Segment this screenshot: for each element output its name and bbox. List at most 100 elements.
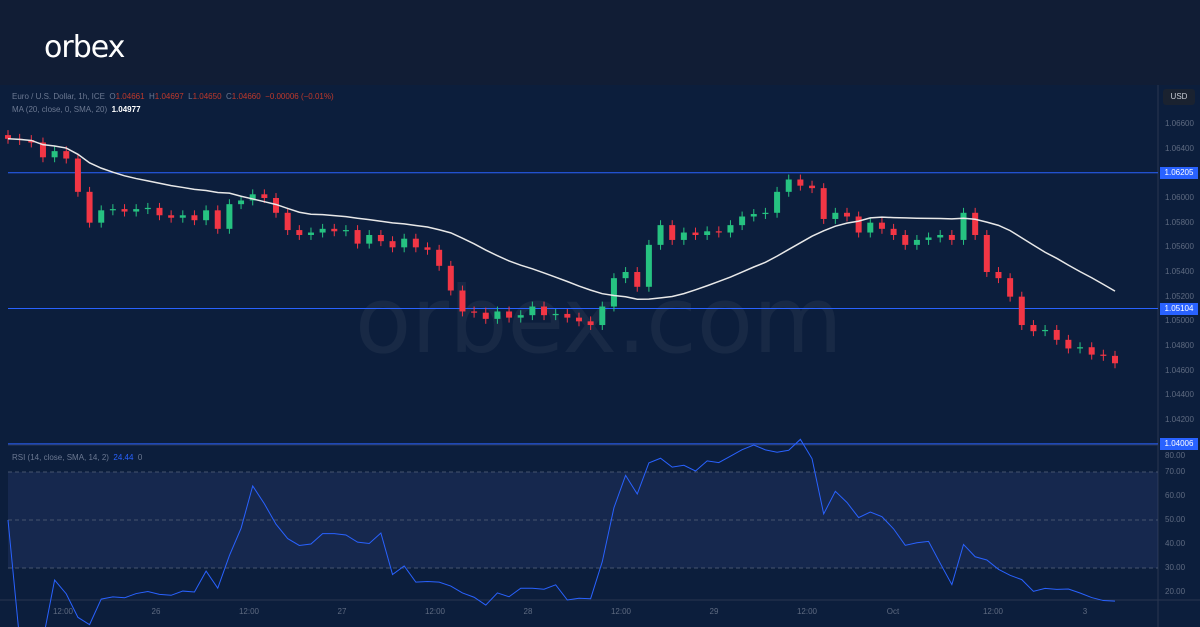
candle-down <box>273 197 280 213</box>
time-tick-label: 26 <box>151 607 161 616</box>
candle-up <box>774 191 781 213</box>
candle-down <box>156 207 163 216</box>
candle-down <box>983 234 990 272</box>
candle-down <box>261 194 268 198</box>
price-tick-label: 1.04600 <box>1165 365 1194 375</box>
candle-down <box>377 234 384 242</box>
candle-up <box>1042 329 1049 332</box>
candle-down <box>634 271 641 287</box>
candle-down <box>296 230 303 235</box>
candle-down <box>506 311 513 318</box>
candle-down <box>63 151 70 159</box>
orbex-logo: orbex <box>44 30 125 65</box>
candle-down <box>1088 347 1095 355</box>
candle-up <box>960 212 967 240</box>
candle-down <box>972 212 979 235</box>
candle-down <box>168 215 175 218</box>
candle-up <box>925 237 932 240</box>
time-tick-label: 29 <box>709 607 719 616</box>
candle-up <box>517 315 524 318</box>
candle-up <box>238 200 245 205</box>
candle-up <box>750 214 757 217</box>
level-price-tag: 1.04006 <box>1160 437 1198 450</box>
price-tick-label: 1.06600 <box>1165 119 1194 128</box>
candle-up <box>179 215 186 218</box>
time-tick-label: 12:00 <box>52 607 74 616</box>
candle-down <box>878 222 885 229</box>
rsi-label: RSI (14, close, SMA, 14, 2) <box>12 453 109 462</box>
level-price-tag: 1.06205 <box>1160 166 1198 179</box>
rsi-line <box>7 438 1116 627</box>
candle-up <box>657 225 664 245</box>
candle-down <box>715 231 722 233</box>
candle-up <box>739 216 746 226</box>
candle-up <box>552 313 559 316</box>
candle-down <box>191 215 198 221</box>
candle-down <box>424 247 431 250</box>
candle-up <box>727 225 734 233</box>
price-tick-label: 1.05000 <box>1165 316 1194 326</box>
low-label: L <box>188 92 193 101</box>
rsi-tick-label: 40.00 <box>1165 539 1186 548</box>
candle-down <box>1007 278 1014 297</box>
candle-up <box>762 212 769 215</box>
time-tick-label: 12:00 <box>982 607 1004 616</box>
candle-down <box>902 234 909 245</box>
candle-up <box>704 231 711 235</box>
close-value: 1.04660 <box>231 92 261 101</box>
candle-up <box>109 209 116 211</box>
open-value: 1.04661 <box>115 92 145 101</box>
candle-up <box>51 151 58 158</box>
candle-down <box>1112 355 1118 364</box>
chart-panel[interactable] <box>0 85 1200 627</box>
ma-legend: MA (20, close, 0, SMA, 20) 1.04977 <box>12 105 141 115</box>
time-tick-label: 12:00 <box>610 607 632 616</box>
rsi-tick-label: 70.00 <box>1165 467 1186 476</box>
close-label: C <box>225 92 232 101</box>
rsi-value: 24.44 <box>113 453 134 462</box>
candle-up <box>401 238 408 248</box>
candle-down <box>995 271 1002 279</box>
candle-down <box>39 142 46 158</box>
candle-down <box>86 191 93 223</box>
ma-label: MA (20, close, 0, SMA, 20) <box>12 105 108 114</box>
price-tick-label: 1.05800 <box>1165 217 1194 227</box>
candle-down <box>1018 296 1025 326</box>
candle-down <box>1065 339 1072 349</box>
candle-up <box>622 271 629 279</box>
candle-down <box>121 209 128 212</box>
candle-down <box>5 135 11 139</box>
candle-up <box>832 212 839 219</box>
high-value: 1.04697 <box>154 92 184 101</box>
candle-up <box>645 244 652 287</box>
candle-down <box>843 212 850 217</box>
header: orbex <box>0 0 1200 85</box>
candle-down <box>447 265 454 291</box>
candle-down <box>809 185 816 189</box>
time-tick-label: 12:00 <box>796 607 818 616</box>
candle-down <box>28 140 35 143</box>
candle-up <box>494 311 501 319</box>
candle-up <box>203 210 210 221</box>
low-value: 1.04650 <box>192 92 222 101</box>
price-tick-label: 1.06000 <box>1165 192 1194 202</box>
rsi-extra: 0 <box>137 453 143 462</box>
candle-up <box>226 204 233 229</box>
candle-down <box>541 306 548 316</box>
price-tick-label: 1.04800 <box>1165 340 1194 350</box>
rsi-legend: RSI (14, close, SMA, 14, 2) 24.44 0 <box>12 453 142 463</box>
candle-up <box>1077 347 1084 349</box>
candle-down <box>820 188 827 219</box>
high-label: H <box>149 92 155 101</box>
rsi-tick-label: 80.00 <box>1165 450 1186 460</box>
candle-up <box>342 230 349 232</box>
candle-up <box>133 209 140 212</box>
candle-down <box>471 311 478 313</box>
currency-button[interactable]: USD <box>1163 89 1195 105</box>
candle-down <box>1053 329 1060 340</box>
candle-up <box>144 207 151 210</box>
rsi-tick-label: 60.00 <box>1165 491 1186 500</box>
symbol-name: Euro / U.S. Dollar, 1h, ICE <box>12 92 105 101</box>
watermark: orbex.com <box>355 267 843 374</box>
